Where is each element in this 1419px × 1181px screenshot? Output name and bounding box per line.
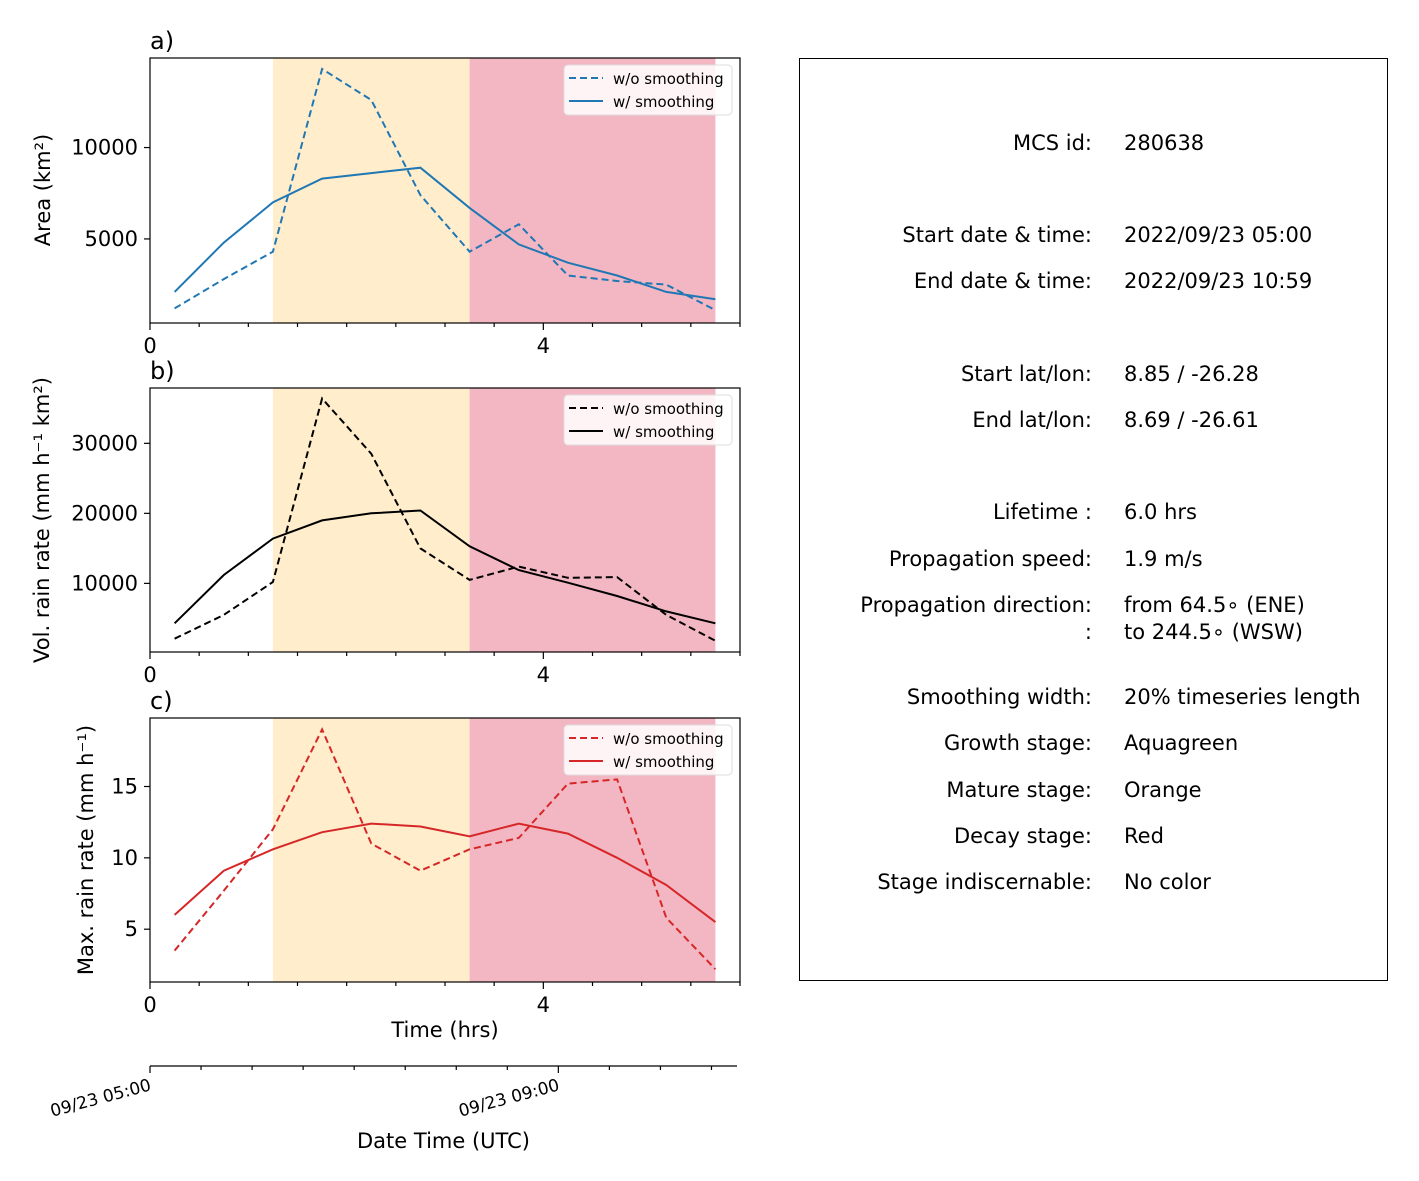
panel-label: c): [150, 687, 173, 715]
growth-stage-label: Growth stage:: [943, 731, 1092, 755]
x-axis-label: Time (hrs): [390, 1018, 498, 1042]
end-latlon-value: 8.69 / -26.61: [1124, 408, 1259, 432]
datetime-tick-label: 09/23 05:00: [48, 1076, 153, 1122]
y-tick-label: 10: [111, 846, 138, 870]
mcs-id-value: 280638: [1124, 131, 1205, 155]
x-tick-label: 4: [537, 993, 550, 1017]
x-tick-label: 0: [143, 334, 156, 358]
panel-2: 10000 20000 30000 0 4 b) Vol. rain rate (mm h⁻…: [30, 357, 741, 687]
datetime-tick-label: 09/23 09:00: [457, 1076, 562, 1122]
direction-label-cont: :: [1084, 620, 1092, 644]
smoothed-series-line: [173, 509, 716, 625]
y-axis-label: Max. rain rate (mm h⁻¹): [74, 725, 98, 975]
decay-stage-value: Red: [1124, 824, 1164, 848]
mature-stage-band: [272, 718, 470, 982]
raw-series-line: [174, 67, 716, 312]
start-latlon-label: Start lat/lon:: [960, 362, 1092, 386]
info-panel: MCS id: 280638 Start date & time: 2022/0…: [799, 58, 1388, 981]
legend-box: [563, 64, 733, 116]
end-latlon-label: End lat/lon:: [972, 408, 1092, 432]
smoothing-value: 20% timeseries length: [1124, 685, 1361, 709]
panel-label: a): [150, 27, 174, 55]
x-tick-label: 4: [537, 663, 550, 687]
speed-label: Propagation speed:: [888, 547, 1092, 571]
mature-stage-band: [272, 58, 470, 323]
smoothed-series-line: [173, 166, 716, 301]
start-time-label: Start date & time:: [902, 223, 1092, 247]
mcs-id-label: MCS id:: [1012, 131, 1092, 155]
y-axis-label: Vol. rain rate (mm h⁻¹ km²): [30, 377, 54, 663]
end-time-label: End date & time:: [913, 269, 1092, 293]
x-tick-label: 0: [143, 663, 156, 687]
legend-raw-label: w/o smoothing: [613, 730, 724, 748]
mature-stage-band: [272, 388, 470, 652]
end-time-value: 2022/09/23 10:59: [1124, 269, 1313, 293]
legend-smooth-label: w/ smoothing: [613, 93, 714, 111]
datetime-axis: 09/23 05:00 09/23 09:00 Date Time (UTC): [48, 1065, 737, 1153]
smoothed-series-line: [173, 822, 717, 923]
x-tick-label: 0: [143, 993, 156, 1017]
legend-box: [563, 394, 733, 446]
indiscernable-stage-label: Stage indiscernable:: [877, 870, 1092, 894]
legend: w/o smoothing w/ smoothing: [563, 724, 733, 776]
panel-label: b): [150, 357, 175, 385]
growth-stage-value: Aquagreen: [1124, 731, 1239, 755]
decay-stage-label: Decay stage:: [954, 824, 1092, 848]
raw-series-line: [173, 727, 717, 970]
lifetime-value: 6.0 hrs: [1124, 500, 1197, 524]
legend: w/o smoothing w/ smoothing: [563, 64, 733, 116]
raw-series-line: [174, 396, 716, 642]
y-tick-label: 15: [111, 774, 138, 798]
y-tick-label: 30000: [71, 431, 138, 455]
y-tick-label: 5000: [85, 227, 138, 251]
legend-box: [563, 724, 733, 776]
smoothing-label: Smoothing width:: [906, 685, 1092, 709]
panel-1: 5000 10000 0 4 a) Area (km²) w/o smoothing w/ s…: [31, 27, 741, 358]
y-tick-label: 10000: [71, 136, 138, 160]
mature-stage-label: Mature stage:: [946, 778, 1092, 802]
legend-smooth-label: w/ smoothing: [613, 423, 714, 441]
y-tick-label: 10000: [71, 571, 138, 595]
legend-smooth-label: w/ smoothing: [613, 753, 714, 771]
y-tick-label: 20000: [71, 501, 138, 525]
direction-from-value: from 64.5∘ (ENE): [1124, 593, 1305, 617]
datetime-axis-label: Date Time (UTC): [357, 1129, 530, 1153]
direction-label: Propagation direction:: [860, 593, 1092, 617]
legend-raw-label: w/o smoothing: [613, 400, 724, 418]
mature-stage-value: Orange: [1124, 778, 1202, 802]
x-tick-label: 4: [537, 334, 550, 358]
y-axis-label: Area (km²): [31, 134, 55, 246]
speed-value: 1.9 m/s: [1124, 547, 1203, 571]
start-latlon-value: 8.85 / -26.28: [1124, 362, 1259, 386]
start-time-value: 2022/09/23 05:00: [1124, 223, 1313, 247]
indiscernable-stage-value: No color: [1124, 870, 1211, 894]
direction-to-value: to 244.5∘ (WSW): [1124, 620, 1303, 644]
panel-3: 5 10 15 0 4 c) Max. rain rate (mm h⁻¹) w/o smoo…: [74, 687, 741, 1017]
legend: w/o smoothing w/ smoothing: [563, 394, 733, 446]
legend-raw-label: w/o smoothing: [613, 70, 724, 88]
y-tick-label: 5: [125, 917, 138, 941]
lifetime-label: Lifetime :: [992, 500, 1092, 524]
